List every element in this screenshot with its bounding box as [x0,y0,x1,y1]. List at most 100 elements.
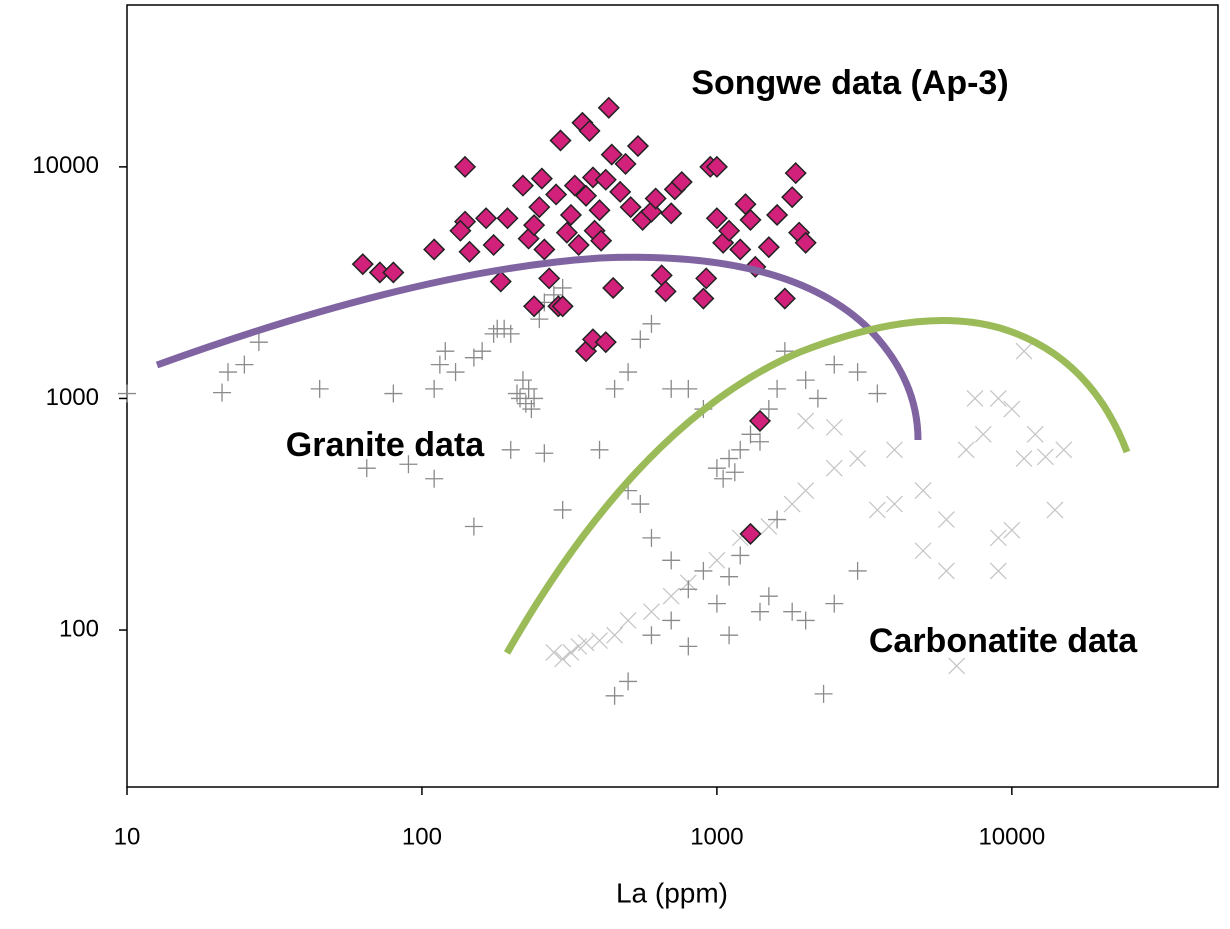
point [399,455,418,474]
point [1046,501,1064,519]
point [750,432,769,451]
point [484,324,503,343]
point [783,602,802,621]
point [436,342,455,361]
point [644,187,667,210]
point [662,551,681,570]
point [496,207,519,230]
point [692,287,715,310]
point [731,440,750,459]
point [588,199,611,222]
point [748,409,772,432]
point [553,500,572,519]
point [937,511,955,528]
point [768,510,787,529]
point [794,231,817,254]
point [1026,425,1044,443]
point [574,184,598,207]
point [213,383,232,402]
point [642,528,661,547]
point [517,227,540,250]
point [507,384,526,403]
point [989,390,1007,407]
point [796,371,815,390]
point [797,482,815,500]
point [718,219,741,242]
point [351,253,374,276]
point [729,238,752,261]
point [708,551,726,569]
point [619,672,638,691]
point [423,238,446,261]
point [562,644,580,661]
point [555,221,578,244]
y-tick-label: 1000 [46,384,99,411]
point [501,440,520,459]
point [849,450,867,468]
point [662,611,681,630]
point [606,626,624,644]
point [553,278,572,297]
point [578,119,601,142]
point [679,580,698,599]
point [957,441,975,459]
point [720,626,739,645]
x-tick-label: 100 [402,823,442,850]
point [1015,450,1033,468]
point [781,186,804,209]
point [825,355,844,374]
point [482,233,505,257]
point [1003,521,1021,539]
point [563,174,586,197]
point [707,459,726,478]
point [989,562,1007,580]
point [914,482,932,500]
point [768,379,787,398]
point [966,390,984,407]
point [449,219,472,242]
point [670,170,693,194]
point [705,155,728,178]
point [501,324,520,343]
point [707,594,726,613]
point [739,522,762,545]
point [720,567,739,586]
point [642,626,661,645]
point [594,168,617,191]
point [825,459,843,477]
point [662,379,681,398]
point [384,384,403,403]
point [249,333,268,352]
point [626,134,650,158]
point [475,207,498,230]
y-tick-label: 10000 [32,152,99,179]
point [218,363,237,382]
point [797,412,815,430]
point [731,546,750,565]
point [773,287,796,310]
point [1003,400,1021,418]
annotation: Granite data [286,426,485,464]
point [643,603,660,621]
point [848,363,867,382]
point [591,632,608,650]
point [766,203,789,227]
point [545,644,563,661]
point [760,518,778,535]
point [453,155,477,178]
point [759,587,778,606]
point [310,379,329,398]
point [642,314,661,333]
point [590,440,609,459]
point [425,469,444,488]
point [759,400,778,419]
carbonatite-trend-curve [503,316,1131,655]
point [808,389,827,408]
point [1055,441,1073,459]
point [720,449,739,468]
point [605,379,624,398]
point [796,611,815,630]
point [523,214,546,237]
point [783,495,801,513]
point [654,280,677,303]
